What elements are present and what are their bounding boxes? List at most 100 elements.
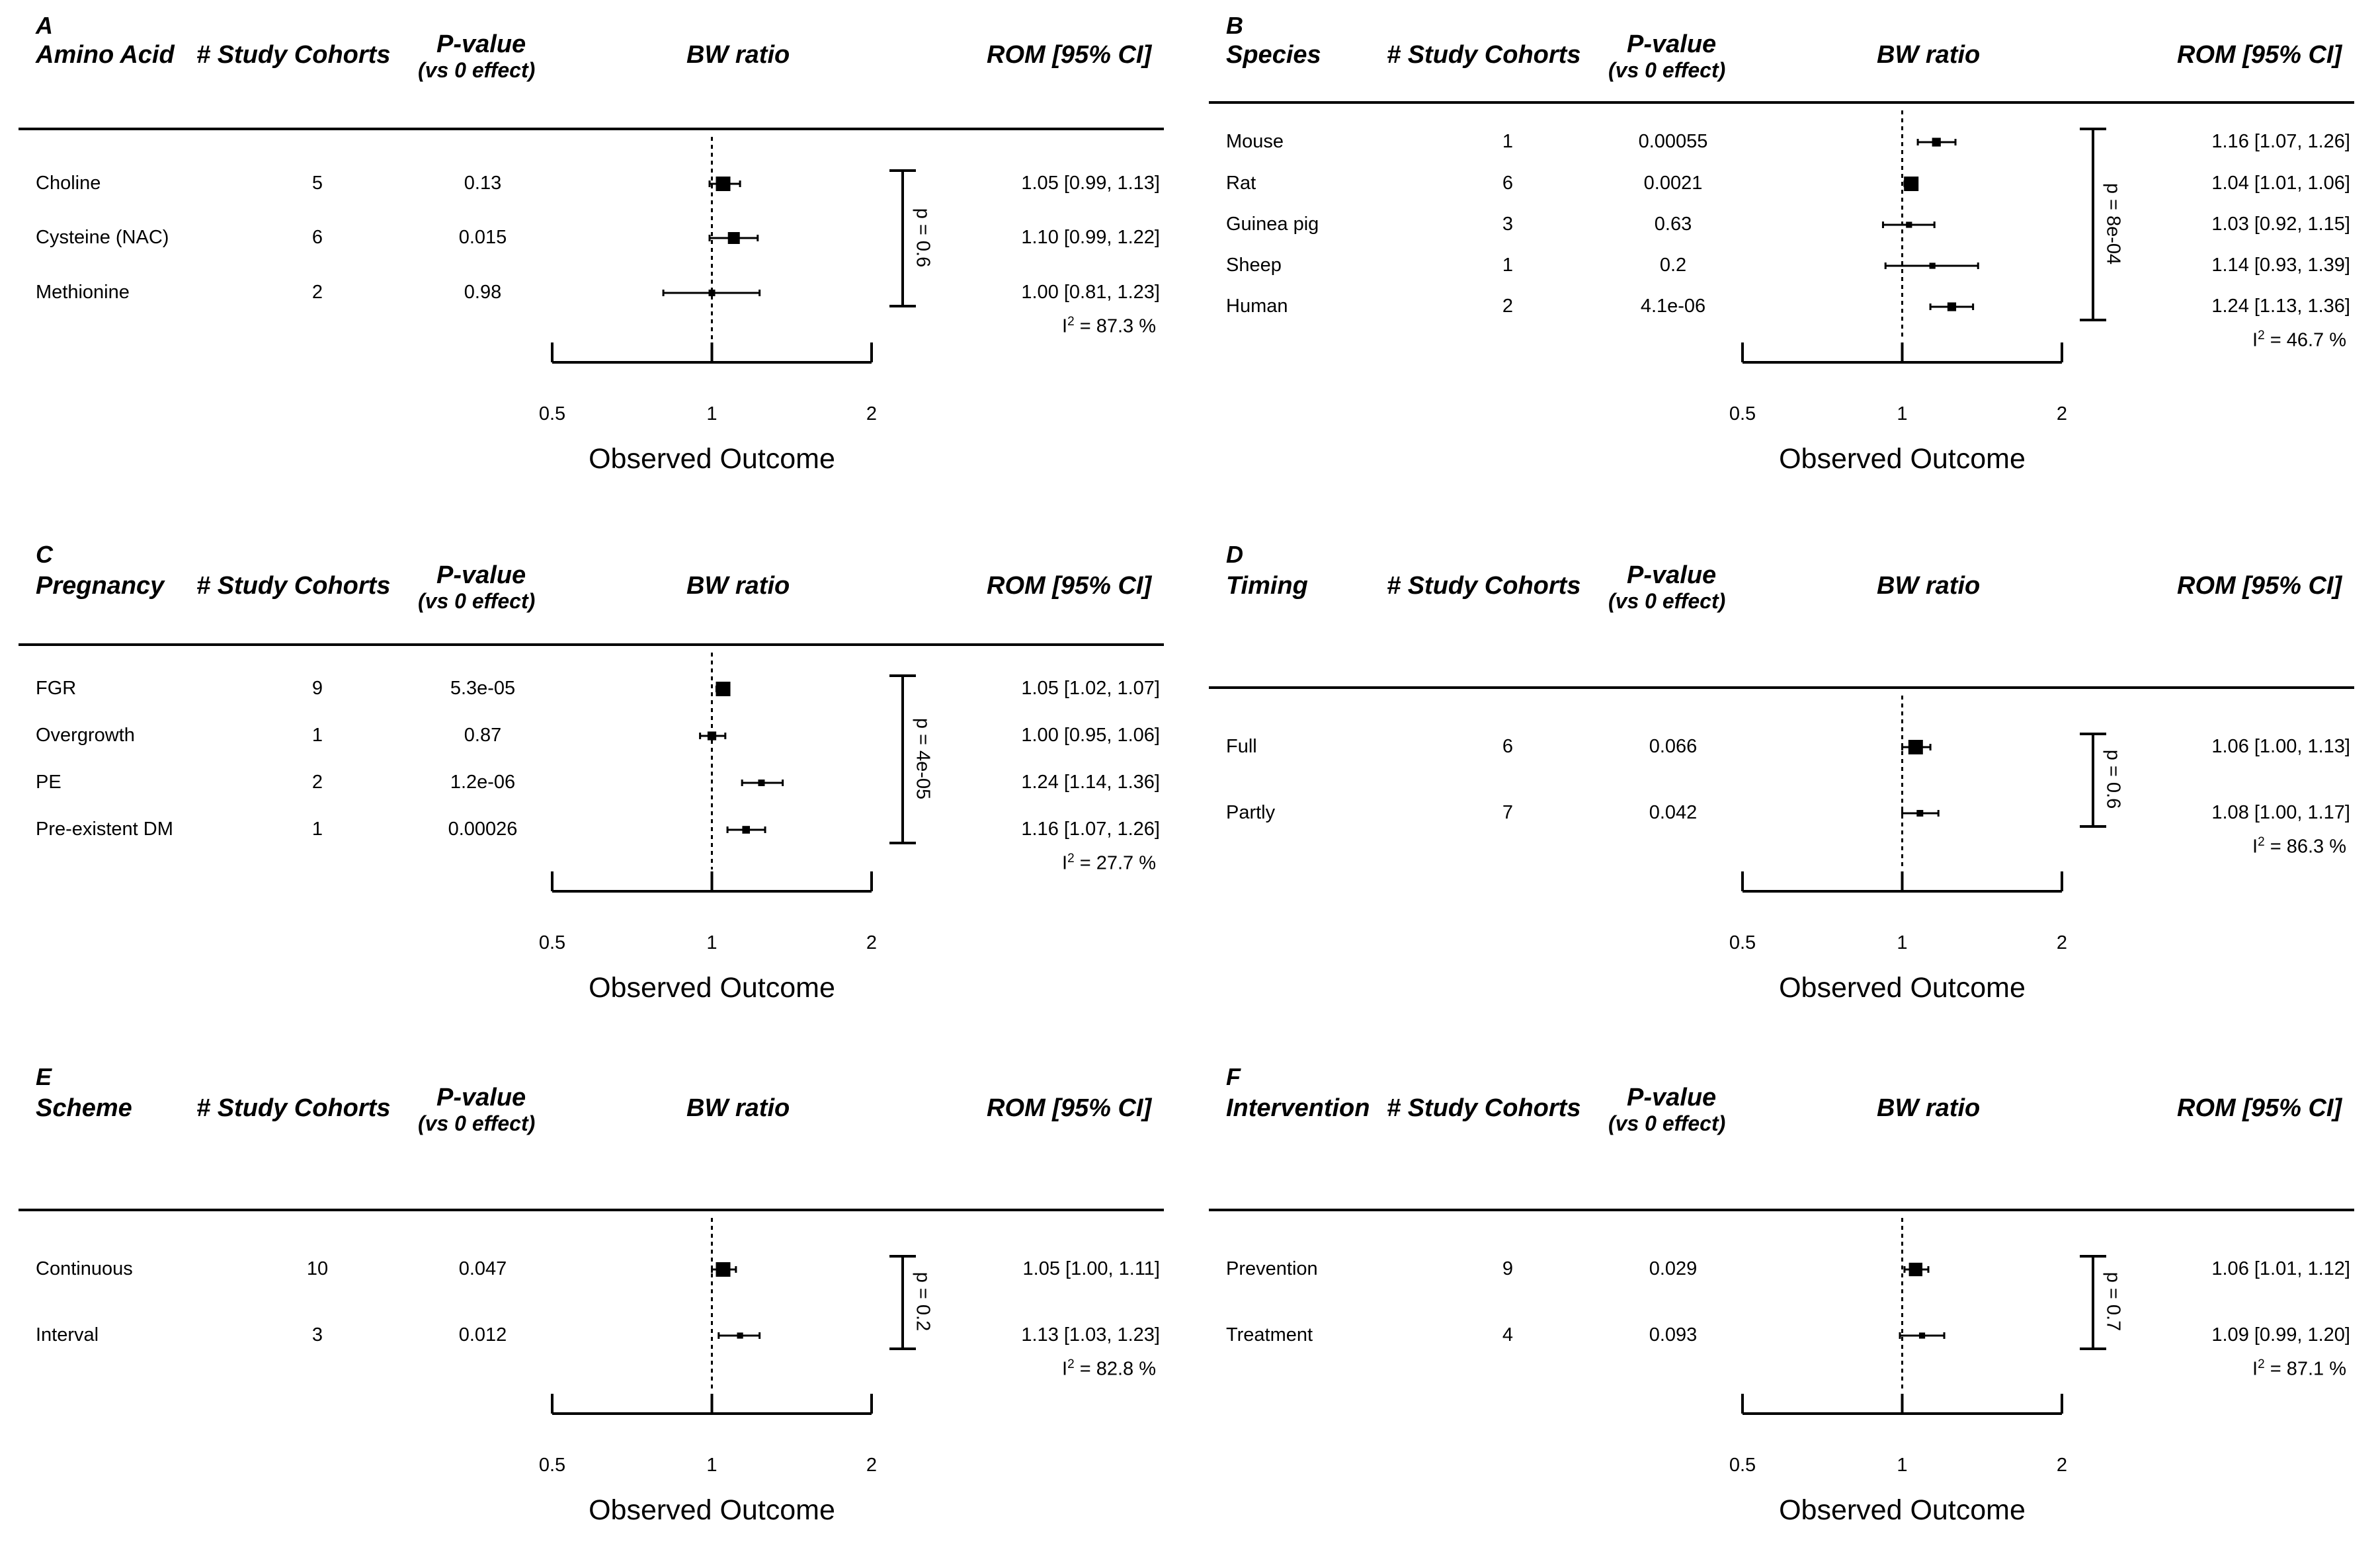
point-estimate [742,826,751,834]
x-tick-label: 0.5 [1729,1455,1756,1476]
point-estimate [707,731,717,741]
i2-symbol: I [2252,1358,2258,1380]
i2-superscript: 2 [1067,852,1075,865]
x-axis-label: Observed Outcome [1779,1494,2026,1526]
group-pvalue: p = 0.6 [912,208,934,267]
forest-plot-svg [1209,686,2354,893]
forest-panel-e: E Scheme # Study Cohorts P-value (vs 0 effec… [0,1051,1164,1567]
row-rom: 1.06 [1.00, 1.13] [2211,736,2350,757]
header-pvalue: P-value [1627,561,1717,589]
row-label: Pre-existent DM [36,819,173,840]
x-tick-label: 1 [706,403,718,424]
header-rom: ROM [95% CI] [987,572,1152,600]
group-pvalue: p = 0.7 [2102,1271,2124,1332]
row-rom: 1.09 [0.99, 1.20] [2211,1324,2350,1346]
header-group: Intervention [1226,1094,1370,1122]
x-tick-label: 2 [2056,932,2068,953]
row-rom: 1.10 [0.99, 1.22] [1021,227,1160,248]
header-plot: BW ratio [1877,1094,1981,1122]
forest-panel-c: C Pregnancy # Study Cohorts P-value (vs 0 ef… [0,529,1164,1045]
header-rom: ROM [95% CI] [2177,572,2342,600]
x-tick-label: 1 [1897,932,1908,953]
row-label: Guinea pig [1226,214,1319,235]
header-group: Scheme [36,1094,132,1122]
row-rom: 1.06 [1.01, 1.12] [2211,1258,2350,1279]
forest-plot-svg [1209,101,2354,364]
row-cohorts: 2 [1502,296,1514,317]
heterogeneity-i2: I2 = 87.1 % [2143,1357,2346,1381]
x-tick-label: 0.5 [1729,932,1756,953]
header-group: Timing [1226,572,1308,600]
row-cohorts: 3 [311,1324,323,1346]
row-pvalue: 0.0021 [1643,173,1703,194]
group-bracket [2080,733,2106,828]
forest-panel-a: A Amino Acid # Study Cohorts P-value (vs 0 e… [0,0,1164,516]
row-label: Partly [1226,802,1276,823]
i2-symbol: I [1062,852,1068,874]
point-estimate [1904,177,1919,191]
x-axis-label: Observed Outcome [589,443,835,475]
x-tick-label: 2 [866,932,878,953]
x-tick-label: 2 [2056,403,2068,424]
group-bracket [889,1255,916,1350]
row-cohorts: 9 [1502,1258,1514,1279]
row-label: Rat [1226,173,1256,194]
point-estimate [1906,221,1912,228]
header-cohorts: # Study Cohorts [196,41,391,69]
forest-plot-svg [19,128,1164,364]
row-cohorts: 6 [311,227,323,248]
row-rom: 1.05 [0.99, 1.13] [1021,173,1160,194]
header-plot: BW ratio [1877,41,1981,69]
panel-label: E [36,1063,52,1090]
row-pvalue: 1.2e-06 [450,772,516,793]
point-estimate [1932,138,1941,147]
row-pvalue: 0.066 [1649,736,1698,757]
header-cohorts: # Study Cohorts [1387,572,1581,600]
i2-value: = 87.1 % [2264,1358,2346,1380]
row-pvalue: 0.00026 [448,819,518,840]
group-pvalue: p = 8e-04 [2102,182,2124,264]
row-pvalue: 4.1e-06 [1640,296,1706,317]
header-rom: ROM [95% CI] [2177,1094,2342,1122]
row-rom: 1.16 [1.07, 1.26] [2211,131,2350,152]
point-estimate [708,290,716,296]
panel-label: C [36,541,53,568]
row-cohorts: 4 [1502,1324,1514,1346]
i2-symbol: I [1062,315,1068,337]
x-axis-label: Observed Outcome [1779,443,2026,475]
row-rom: 1.24 [1.14, 1.36] [1021,772,1160,793]
row-rom: 1.16 [1.07, 1.26] [1021,819,1160,840]
i2-superscript: 2 [1067,1357,1075,1371]
row-cohorts: 1 [1502,255,1514,276]
row-rom: 1.05 [1.02, 1.07] [1021,678,1160,699]
panel-label: B [1226,12,1243,39]
row-label: Treatment [1226,1324,1313,1346]
header-pvalue: P-value [1627,30,1717,58]
x-tick-label: 0.5 [538,932,566,953]
row-pvalue: 0.093 [1649,1324,1698,1346]
forest-plot-svg [1209,1209,2354,1415]
row-pvalue: 0.012 [458,1324,507,1346]
header-pvalue-sub: (vs 0 effect) [418,1111,536,1135]
i2-symbol: I [2252,329,2258,351]
forest-panel-b: B Species # Study Cohorts P-value (vs 0 effe… [1190,0,2354,516]
heterogeneity-i2: I2 = 86.3 % [2143,835,2346,858]
header-rom: ROM [95% CI] [987,1094,1152,1122]
x-tick-label: 2 [866,1455,878,1476]
header-group: Amino Acid [36,41,175,69]
row-rom: 1.24 [1.13, 1.36] [2211,296,2350,317]
x-tick-label: 2 [866,403,878,424]
i2-symbol: I [2252,836,2258,858]
header-pvalue: P-value [1627,1084,1717,1111]
i2-value: = 86.3 % [2264,836,2346,858]
row-cohorts: 6 [1502,736,1514,757]
point-estimate [716,1262,731,1277]
row-label: FGR [36,678,77,699]
header-plot: BW ratio [686,1094,790,1122]
header-pvalue: P-value [436,1084,526,1111]
row-pvalue: 5.3e-05 [450,678,516,699]
header-plot: BW ratio [686,41,790,69]
forest-plot-svg [19,643,1164,893]
header-pvalue-sub: (vs 0 effect) [1608,1111,1726,1135]
row-cohorts: 10 [306,1258,329,1279]
